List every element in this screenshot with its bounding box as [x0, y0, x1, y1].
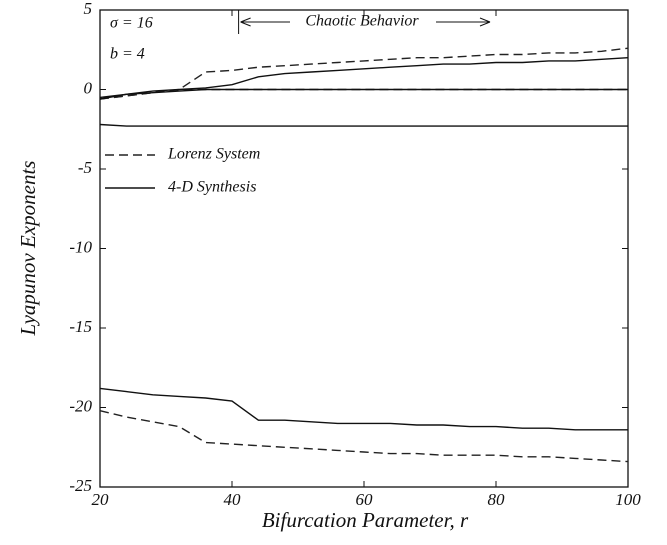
- x-tick-label: 100: [615, 490, 641, 509]
- y-tick-label: -5: [78, 158, 92, 177]
- legend-label: 4-D Synthesis: [168, 179, 256, 196]
- exponent-line: [99, 47, 629, 100]
- exponent-line: [99, 57, 629, 100]
- y-tick-label: -20: [69, 396, 92, 415]
- exponent-line: [99, 410, 629, 463]
- x-tick-label: 20: [92, 490, 110, 509]
- x-axis-label: Bifurcation Parameter, r: [262, 508, 469, 532]
- region-label: Chaotic Behavior: [305, 13, 419, 30]
- x-tick-label: 80: [488, 490, 506, 509]
- exponent-line: [99, 88, 628, 99]
- y-tick-label: 0: [84, 78, 93, 97]
- exponent-line: [99, 387, 628, 431]
- legend-label: Lorenz System: [167, 146, 260, 163]
- y-tick-label: -15: [69, 317, 92, 336]
- x-tick-label: 40: [224, 490, 242, 509]
- y-axis-label: Lyapunov Exponents: [16, 161, 40, 337]
- annotation: σ = 16: [110, 15, 153, 32]
- exponent-line: [99, 123, 628, 127]
- x-tick-label: 60: [356, 490, 374, 509]
- arrow: [240, 17, 290, 27]
- annotation: b = 4: [110, 46, 145, 63]
- y-tick-label: -10: [69, 237, 92, 256]
- plot-frame: [99, 9, 629, 488]
- y-tick-label: -25: [69, 476, 92, 495]
- arrow: [436, 17, 491, 27]
- y-tick-label: 5: [84, 0, 93, 18]
